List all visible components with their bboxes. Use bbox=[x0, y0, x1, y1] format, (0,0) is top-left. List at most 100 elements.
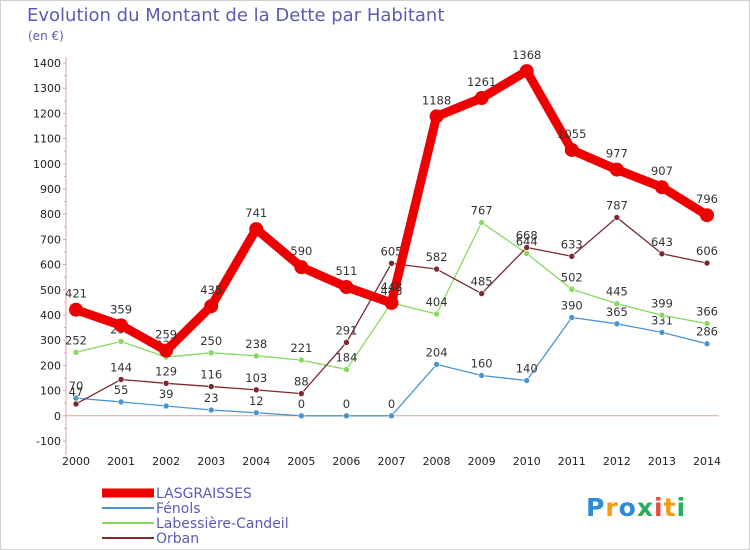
data-point-labessi-re-candeil bbox=[523, 250, 531, 257]
data-label-f-nols: 365 bbox=[606, 305, 628, 319]
data-label-labessi-re-candeil: 502 bbox=[561, 270, 583, 284]
data-point-lasgraisses bbox=[519, 64, 534, 79]
data-label-lasgraisses: 1261 bbox=[467, 75, 496, 89]
series-lasgraisses: 421 359 259 435 741 590 511 448 1188 1261 1368 1055… bbox=[65, 48, 718, 358]
data-point-orban bbox=[658, 250, 666, 258]
y-tick-label: 1300 bbox=[33, 82, 61, 95]
y-tick-label: 1200 bbox=[33, 107, 61, 120]
data-label-f-nols: 160 bbox=[471, 356, 493, 370]
data-label-lasgraisses: 511 bbox=[335, 264, 357, 278]
x-tick-label: 2014 bbox=[693, 455, 721, 468]
data-label-orban: 291 bbox=[335, 323, 357, 337]
y-tick-label: 0 bbox=[54, 410, 61, 423]
data-point-f-nols bbox=[252, 409, 260, 417]
logo-letter: i bbox=[676, 493, 687, 522]
logo-letter: r bbox=[605, 493, 619, 522]
data-point-labessi-re-candeil bbox=[117, 338, 125, 345]
data-label-orban: 129 bbox=[155, 364, 177, 378]
data-label-lasgraisses: 741 bbox=[245, 206, 267, 220]
data-label-f-nols: 39 bbox=[159, 387, 174, 401]
x-tick-label: 2009 bbox=[468, 455, 496, 468]
y-tick-label: 1400 bbox=[33, 57, 61, 70]
data-point-orban bbox=[72, 400, 80, 408]
data-point-orban bbox=[207, 383, 215, 390]
y-tick-label: 600 bbox=[40, 259, 61, 272]
data-label-labessi-re-candeil: 252 bbox=[65, 333, 87, 347]
y-tick-label: 1100 bbox=[33, 133, 61, 146]
data-point-orban bbox=[162, 379, 170, 387]
data-point-labessi-re-candeil bbox=[703, 320, 711, 327]
data-point-lasgraisses bbox=[69, 302, 83, 317]
chart-subtitle: (en €) bbox=[28, 29, 64, 43]
data-point-labessi-re-candeil bbox=[478, 219, 485, 226]
data-point-orban bbox=[478, 290, 485, 297]
data-label-lasgraisses: 421 bbox=[65, 287, 87, 301]
data-point-orban bbox=[388, 260, 395, 267]
series-orban: 47 144 129 116 103 88 291 605 582 485 668 633 787 643… bbox=[69, 198, 718, 408]
data-point-lasgraisses bbox=[159, 343, 174, 358]
data-point-lasgraisses bbox=[654, 180, 669, 195]
x-tick-label: 2008 bbox=[423, 455, 451, 468]
data-point-lasgraisses bbox=[384, 295, 399, 310]
data-point-orban bbox=[298, 390, 305, 397]
data-point-labessi-re-candeil bbox=[658, 311, 666, 319]
data-label-lasgraisses: 435 bbox=[200, 283, 222, 297]
logo-letter: o bbox=[618, 493, 637, 522]
data-point-orban bbox=[703, 259, 711, 267]
logo-letter: t bbox=[663, 493, 677, 522]
data-point-lasgraisses bbox=[114, 318, 129, 333]
data-label-orban: 103 bbox=[245, 371, 267, 385]
data-point-f-nols bbox=[478, 372, 485, 379]
data-point-orban bbox=[433, 265, 440, 273]
data-label-lasgraisses: 796 bbox=[696, 192, 718, 206]
data-label-orban: 787 bbox=[606, 198, 628, 212]
data-label-orban: 47 bbox=[69, 385, 84, 399]
x-tick-label: 2004 bbox=[242, 455, 270, 468]
legend-label-labessi-re-candeil: Labessière-Candeil bbox=[156, 516, 289, 532]
data-label-f-nols: 23 bbox=[204, 391, 219, 405]
data-point-orban bbox=[568, 252, 576, 260]
data-label-labessi-re-candeil: 644 bbox=[516, 235, 538, 249]
data-point-lasgraisses bbox=[609, 162, 624, 177]
data-point-orban bbox=[252, 386, 260, 394]
y-tick-label: 800 bbox=[40, 208, 61, 221]
y-tick-label: -100 bbox=[36, 435, 61, 448]
data-point-f-nols bbox=[568, 314, 576, 321]
data-label-labessi-re-candeil: 221 bbox=[290, 341, 312, 355]
data-point-f-nols bbox=[433, 361, 440, 368]
legend-label-lasgraisses: LASGRAISSES bbox=[156, 486, 252, 502]
y-tick-label: 400 bbox=[40, 309, 61, 322]
data-point-orban bbox=[117, 376, 125, 383]
data-label-lasgraisses: 1368 bbox=[512, 48, 541, 62]
data-point-orban bbox=[613, 214, 621, 221]
x-tick-label: 2013 bbox=[648, 455, 676, 468]
data-label-f-nols: 390 bbox=[561, 299, 583, 313]
data-label-f-nols: 0 bbox=[298, 397, 305, 411]
x-tick-label: 2002 bbox=[152, 455, 180, 468]
proxiti-logo: Proxiti bbox=[586, 493, 686, 522]
data-point-f-nols bbox=[162, 402, 170, 410]
data-label-orban: 116 bbox=[200, 368, 222, 382]
x-tick-label: 2011 bbox=[558, 455, 586, 468]
data-label-labessi-re-candeil: 366 bbox=[696, 305, 718, 319]
logo-letter: P bbox=[586, 493, 606, 522]
data-point-f-nols bbox=[388, 412, 395, 420]
data-label-orban: 643 bbox=[651, 235, 673, 249]
data-point-f-nols bbox=[207, 406, 215, 414]
data-label-f-nols: 204 bbox=[426, 345, 448, 359]
data-point-f-nols bbox=[703, 340, 711, 348]
data-point-f-nols bbox=[613, 320, 621, 328]
data-label-f-nols: 140 bbox=[516, 362, 538, 376]
x-tick-label: 2005 bbox=[287, 455, 315, 468]
data-label-orban: 633 bbox=[561, 237, 583, 251]
data-label-labessi-re-candeil: 184 bbox=[335, 350, 357, 364]
logo-letter: i bbox=[654, 493, 664, 522]
data-label-labessi-re-candeil: 250 bbox=[200, 334, 222, 348]
data-label-lasgraisses: 259 bbox=[155, 328, 177, 342]
data-point-labessi-re-candeil bbox=[207, 349, 215, 357]
x-tick-label: 2012 bbox=[603, 455, 631, 468]
data-point-labessi-re-candeil bbox=[252, 352, 260, 360]
x-tick-label: 2006 bbox=[332, 455, 360, 468]
y-tick-label: 100 bbox=[40, 385, 61, 398]
